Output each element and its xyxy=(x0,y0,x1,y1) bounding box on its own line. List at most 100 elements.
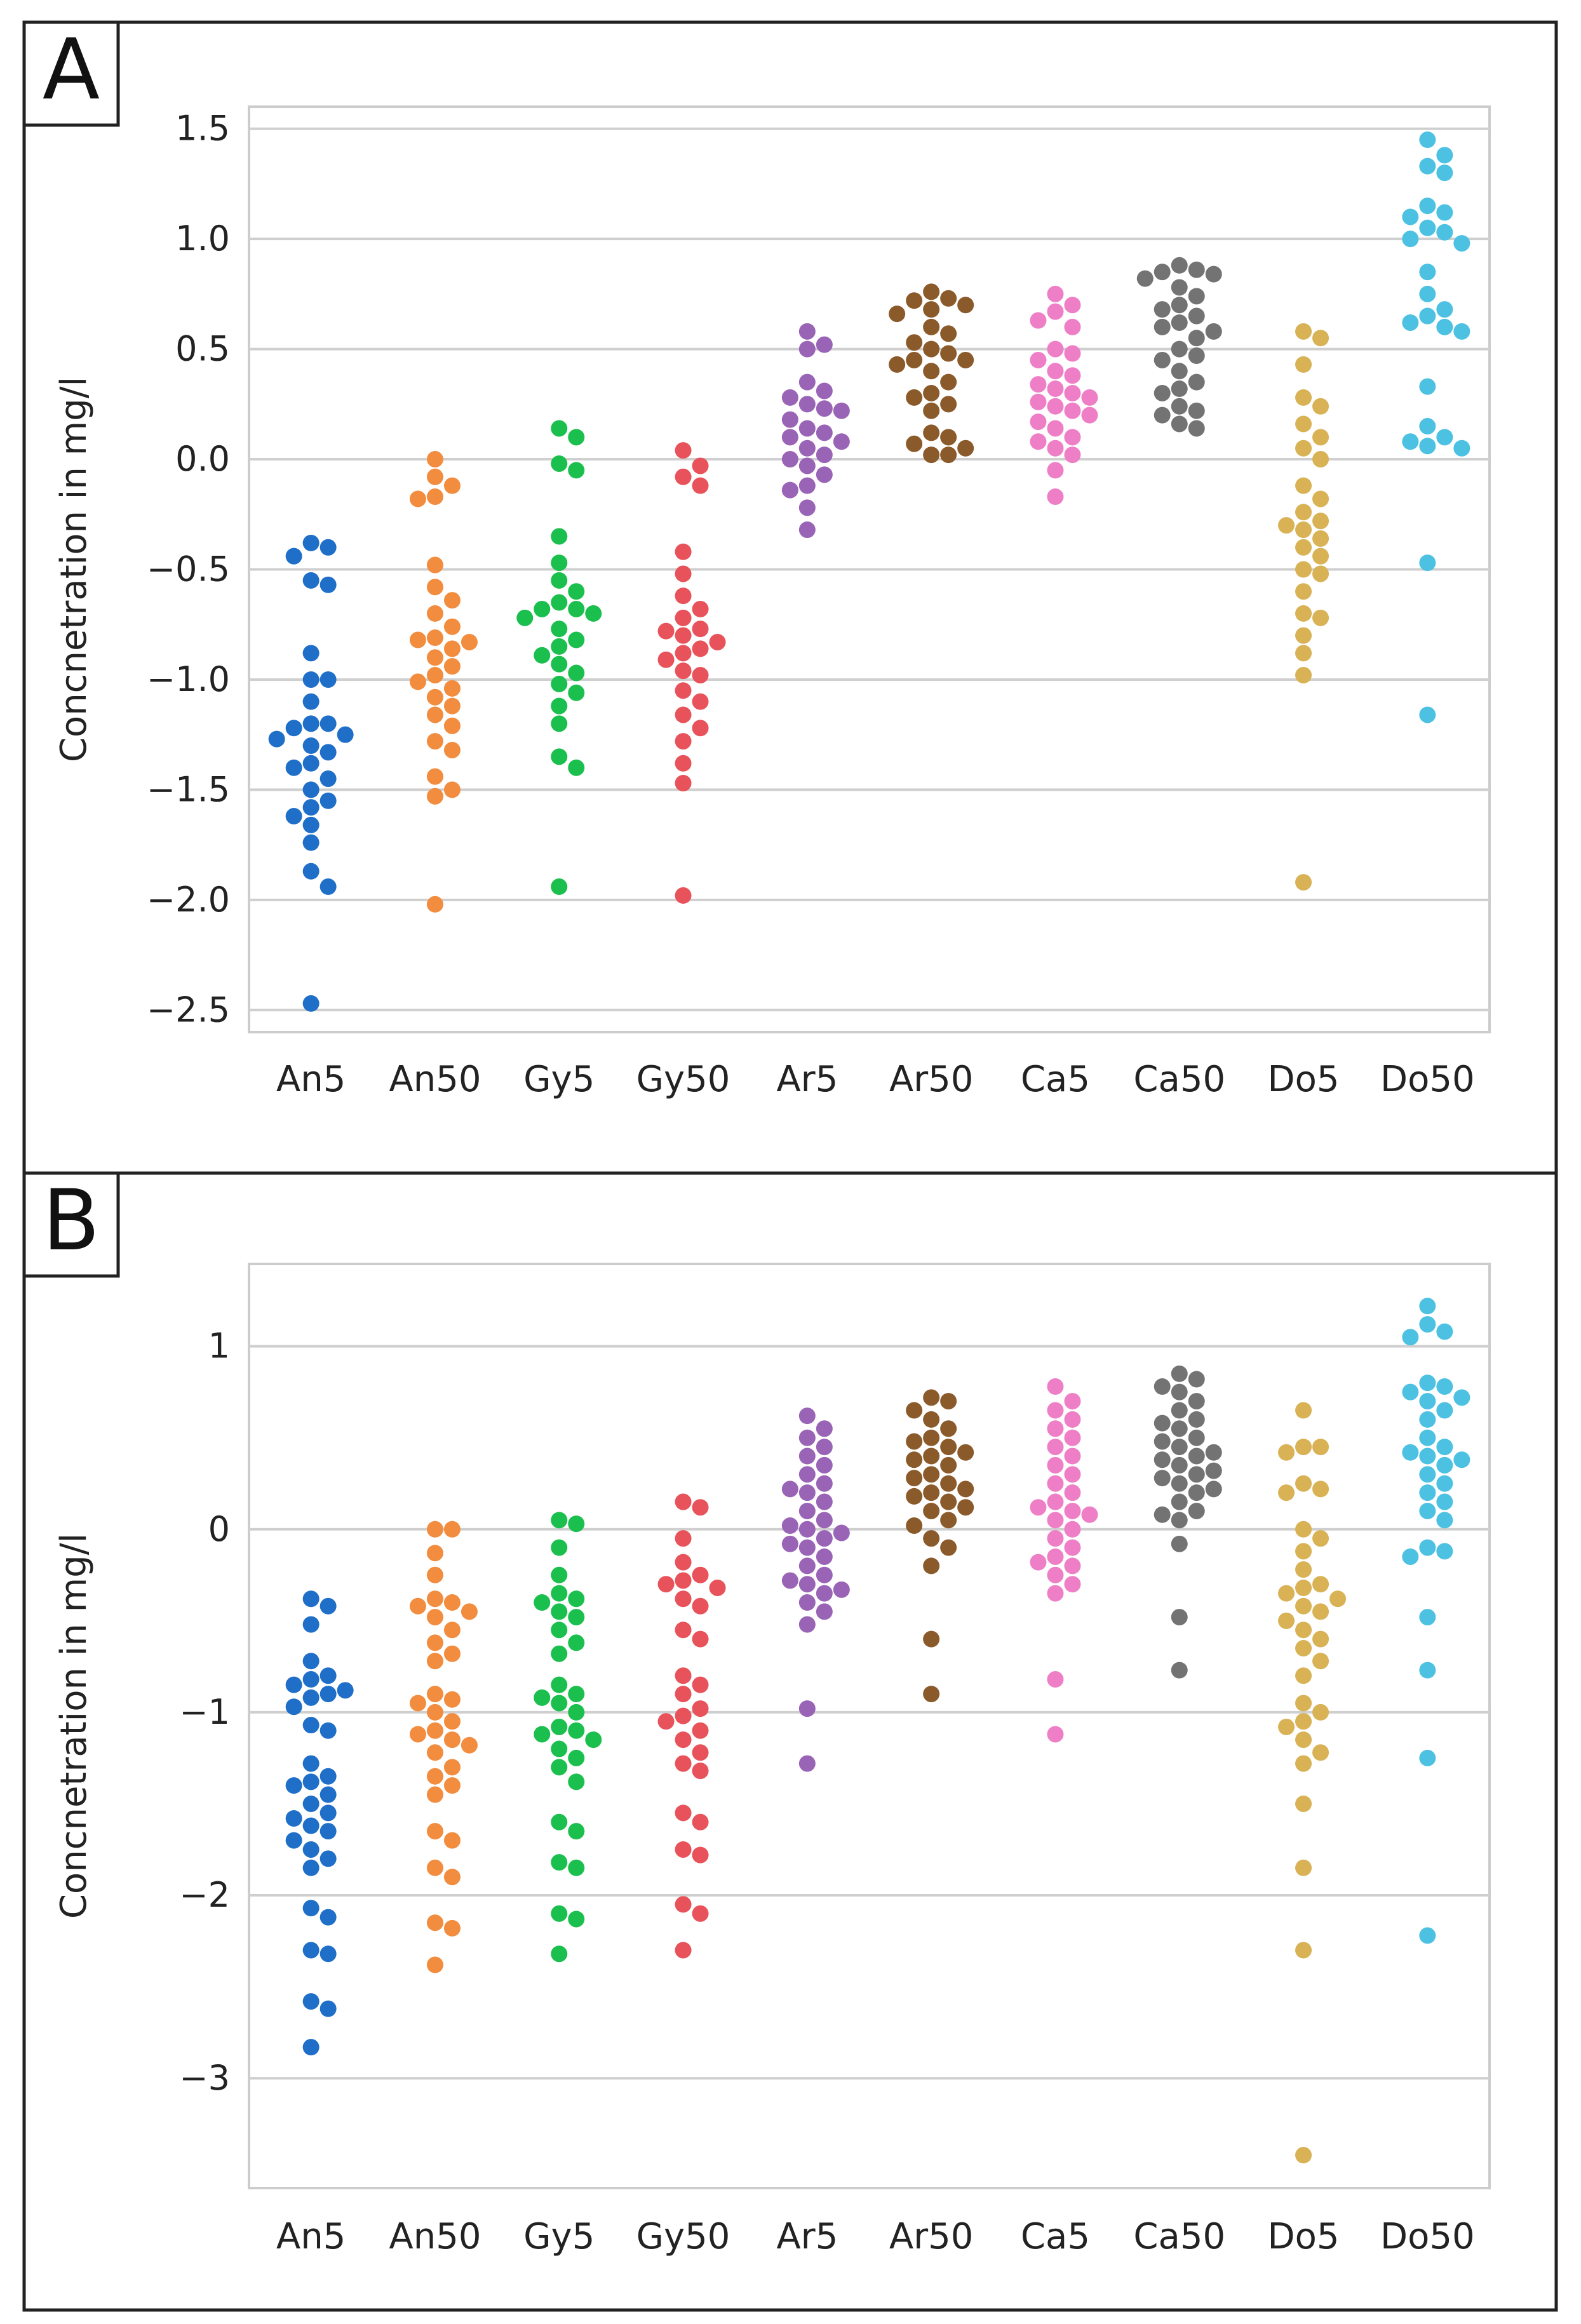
data-point-do50 xyxy=(1419,1447,1436,1465)
data-point-an5 xyxy=(302,755,320,772)
data-point-an5 xyxy=(302,1590,320,1608)
x-tick-label-gy50: Gy50 xyxy=(636,2216,730,2257)
data-point-ar50 xyxy=(923,301,940,318)
data-point-an50 xyxy=(461,1736,478,1754)
data-point-ca50 xyxy=(1171,1535,1188,1552)
data-point-an50 xyxy=(443,1645,461,1662)
data-point-an50 xyxy=(443,658,461,675)
data-point-ca50 xyxy=(1171,279,1188,296)
data-point-an50 xyxy=(426,1609,443,1626)
data-point-an5 xyxy=(302,816,320,833)
data-point-ca5 xyxy=(1064,429,1081,446)
data-point-gy5 xyxy=(568,684,585,701)
data-point-ar50 xyxy=(957,1481,974,1498)
data-point-gy5 xyxy=(551,572,568,589)
data-point-an5 xyxy=(302,572,320,589)
data-point-an5 xyxy=(302,995,320,1012)
data-point-do5 xyxy=(1295,1859,1312,1876)
data-point-ar50 xyxy=(923,340,940,358)
data-point-ca50 xyxy=(1171,1512,1188,1529)
data-point-ar50 xyxy=(923,1502,940,1519)
data-point-ca5 xyxy=(1047,1402,1064,1419)
data-point-ca50 xyxy=(1154,406,1171,424)
data-point-ca5 xyxy=(1047,1566,1064,1583)
data-point-gy50 xyxy=(675,565,692,582)
data-point-an50 xyxy=(443,640,461,657)
data-point-do5 xyxy=(1295,415,1312,433)
data-point-do5 xyxy=(1312,565,1329,582)
data-point-an50 xyxy=(443,1691,461,1708)
data-point-ar5 xyxy=(816,424,833,441)
data-point-ca5 xyxy=(1047,1726,1064,1743)
data-point-ca50 xyxy=(1188,1371,1205,1388)
data-point-ar5 xyxy=(816,1548,833,1565)
data-point-ca50 xyxy=(1188,1484,1205,1501)
data-point-an50 xyxy=(443,1759,461,1776)
data-point-ar50 xyxy=(940,373,957,391)
data-point-do5 xyxy=(1312,1703,1329,1721)
series-an5 xyxy=(268,534,354,1012)
data-point-do5 xyxy=(1312,398,1329,415)
data-point-ar5 xyxy=(798,1616,816,1633)
data-point-an50 xyxy=(409,631,426,648)
data-point-do5 xyxy=(1312,1439,1329,1456)
data-point-gy50 xyxy=(675,1942,692,1959)
data-point-an5 xyxy=(320,1823,337,1840)
data-point-an5 xyxy=(302,671,320,688)
data-point-do5 xyxy=(1312,530,1329,547)
data-point-do5 xyxy=(1295,1402,1312,1419)
data-point-do5 xyxy=(1312,1653,1329,1670)
data-point-an5 xyxy=(320,539,337,556)
data-point-gy5 xyxy=(551,697,568,715)
data-point-gy50 xyxy=(675,543,692,560)
data-point-do50 xyxy=(1436,301,1453,318)
data-point-ca50 xyxy=(1154,351,1171,368)
data-point-gy5 xyxy=(551,878,568,896)
data-point-ca5 xyxy=(1047,1512,1064,1529)
data-point-gy50 xyxy=(657,1713,675,1730)
data-point-do5 xyxy=(1295,561,1312,578)
data-point-ar5 xyxy=(798,340,816,358)
data-point-do5 xyxy=(1295,521,1312,539)
y-tick-label: −2.0 xyxy=(147,880,230,920)
data-point-ca5 xyxy=(1064,1521,1081,1538)
data-point-ca5 xyxy=(1064,384,1081,401)
data-point-ar5 xyxy=(816,447,833,464)
data-point-an5 xyxy=(302,1795,320,1812)
data-point-gy5 xyxy=(551,1905,568,1922)
data-point-do5 xyxy=(1312,547,1329,565)
data-point-ar50 xyxy=(940,345,957,362)
x-tick-label-an50: An50 xyxy=(389,1059,481,1100)
data-point-gy50 xyxy=(692,1813,709,1830)
data-point-ca50 xyxy=(1188,307,1205,325)
data-point-ar5 xyxy=(816,1603,833,1620)
data-point-an50 xyxy=(409,673,426,690)
data-point-ca5 xyxy=(1064,1557,1081,1575)
data-point-gy50 xyxy=(692,720,709,737)
data-point-an5 xyxy=(320,1597,337,1615)
data-point-do5 xyxy=(1295,667,1312,684)
data-point-gy5 xyxy=(568,429,585,446)
data-point-gy5 xyxy=(568,1703,585,1721)
data-point-an50 xyxy=(426,733,443,750)
data-point-ca5 xyxy=(1047,1420,1064,1437)
panel-a-label: A xyxy=(43,21,100,119)
data-point-gy50 xyxy=(692,1566,709,1583)
data-point-gy5 xyxy=(551,554,568,572)
data-point-an50 xyxy=(461,1603,478,1620)
data-point-ar50 xyxy=(940,290,957,307)
data-point-do5 xyxy=(1295,583,1312,600)
data-point-an50 xyxy=(443,618,461,635)
series-do50 xyxy=(1402,131,1470,723)
data-point-ca50 xyxy=(1171,340,1188,358)
data-point-gy5 xyxy=(568,462,585,479)
data-point-ar50 xyxy=(906,292,923,309)
data-point-ca50 xyxy=(1171,297,1188,314)
data-point-do5 xyxy=(1278,1718,1295,1735)
data-point-ar50 xyxy=(957,1499,974,1516)
data-point-gy50 xyxy=(675,1686,692,1703)
data-point-ca50 xyxy=(1188,420,1205,437)
x-tick-label-gy5: Gy5 xyxy=(523,2216,595,2257)
data-point-ca50 xyxy=(1205,323,1222,340)
data-point-ar50 xyxy=(940,1493,957,1510)
